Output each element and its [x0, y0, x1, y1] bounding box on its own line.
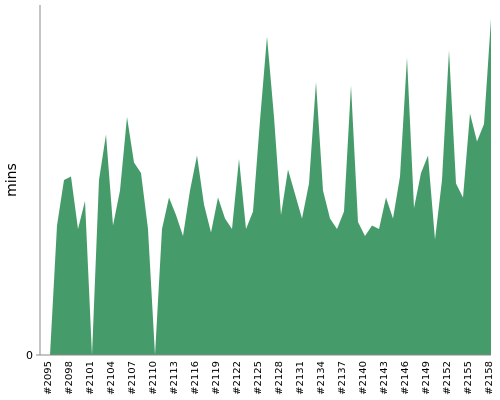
x-tick-label: #2098 — [64, 361, 75, 395]
x-tick-label: #2119 — [211, 361, 222, 395]
area — [50, 19, 491, 355]
x-tick-label: #2110 — [148, 361, 159, 395]
x-tick-label: #2155 — [463, 361, 474, 395]
x-tick-label: #2143 — [379, 361, 390, 395]
x-tick-label: #2125 — [253, 361, 264, 395]
x-tick-label: #2113 — [169, 361, 180, 395]
x-tick-label: #2158 — [484, 361, 495, 395]
x-tick-label: #2134 — [316, 361, 327, 395]
x-tick-label: #2146 — [400, 361, 411, 395]
x-tick-label: #2101 — [85, 361, 96, 395]
x-tick-label: #2137 — [337, 361, 348, 395]
x-tick-label: #2149 — [421, 361, 432, 395]
x-tick-label: #2131 — [295, 361, 306, 395]
y-axis-label: mins — [4, 163, 20, 197]
x-tick-label: #2122 — [232, 361, 243, 395]
x-tick-label: #2104 — [106, 361, 117, 395]
x-tick-label: #2152 — [442, 361, 453, 395]
x-tick-label: #2095 — [43, 361, 54, 395]
x-tick-label: #2116 — [190, 361, 201, 395]
x-tick-label: #2140 — [358, 361, 369, 395]
x-tick-label: #2107 — [127, 361, 138, 395]
x-tick-label: #2128 — [274, 361, 285, 395]
y-tick-label: 0 — [26, 349, 33, 362]
